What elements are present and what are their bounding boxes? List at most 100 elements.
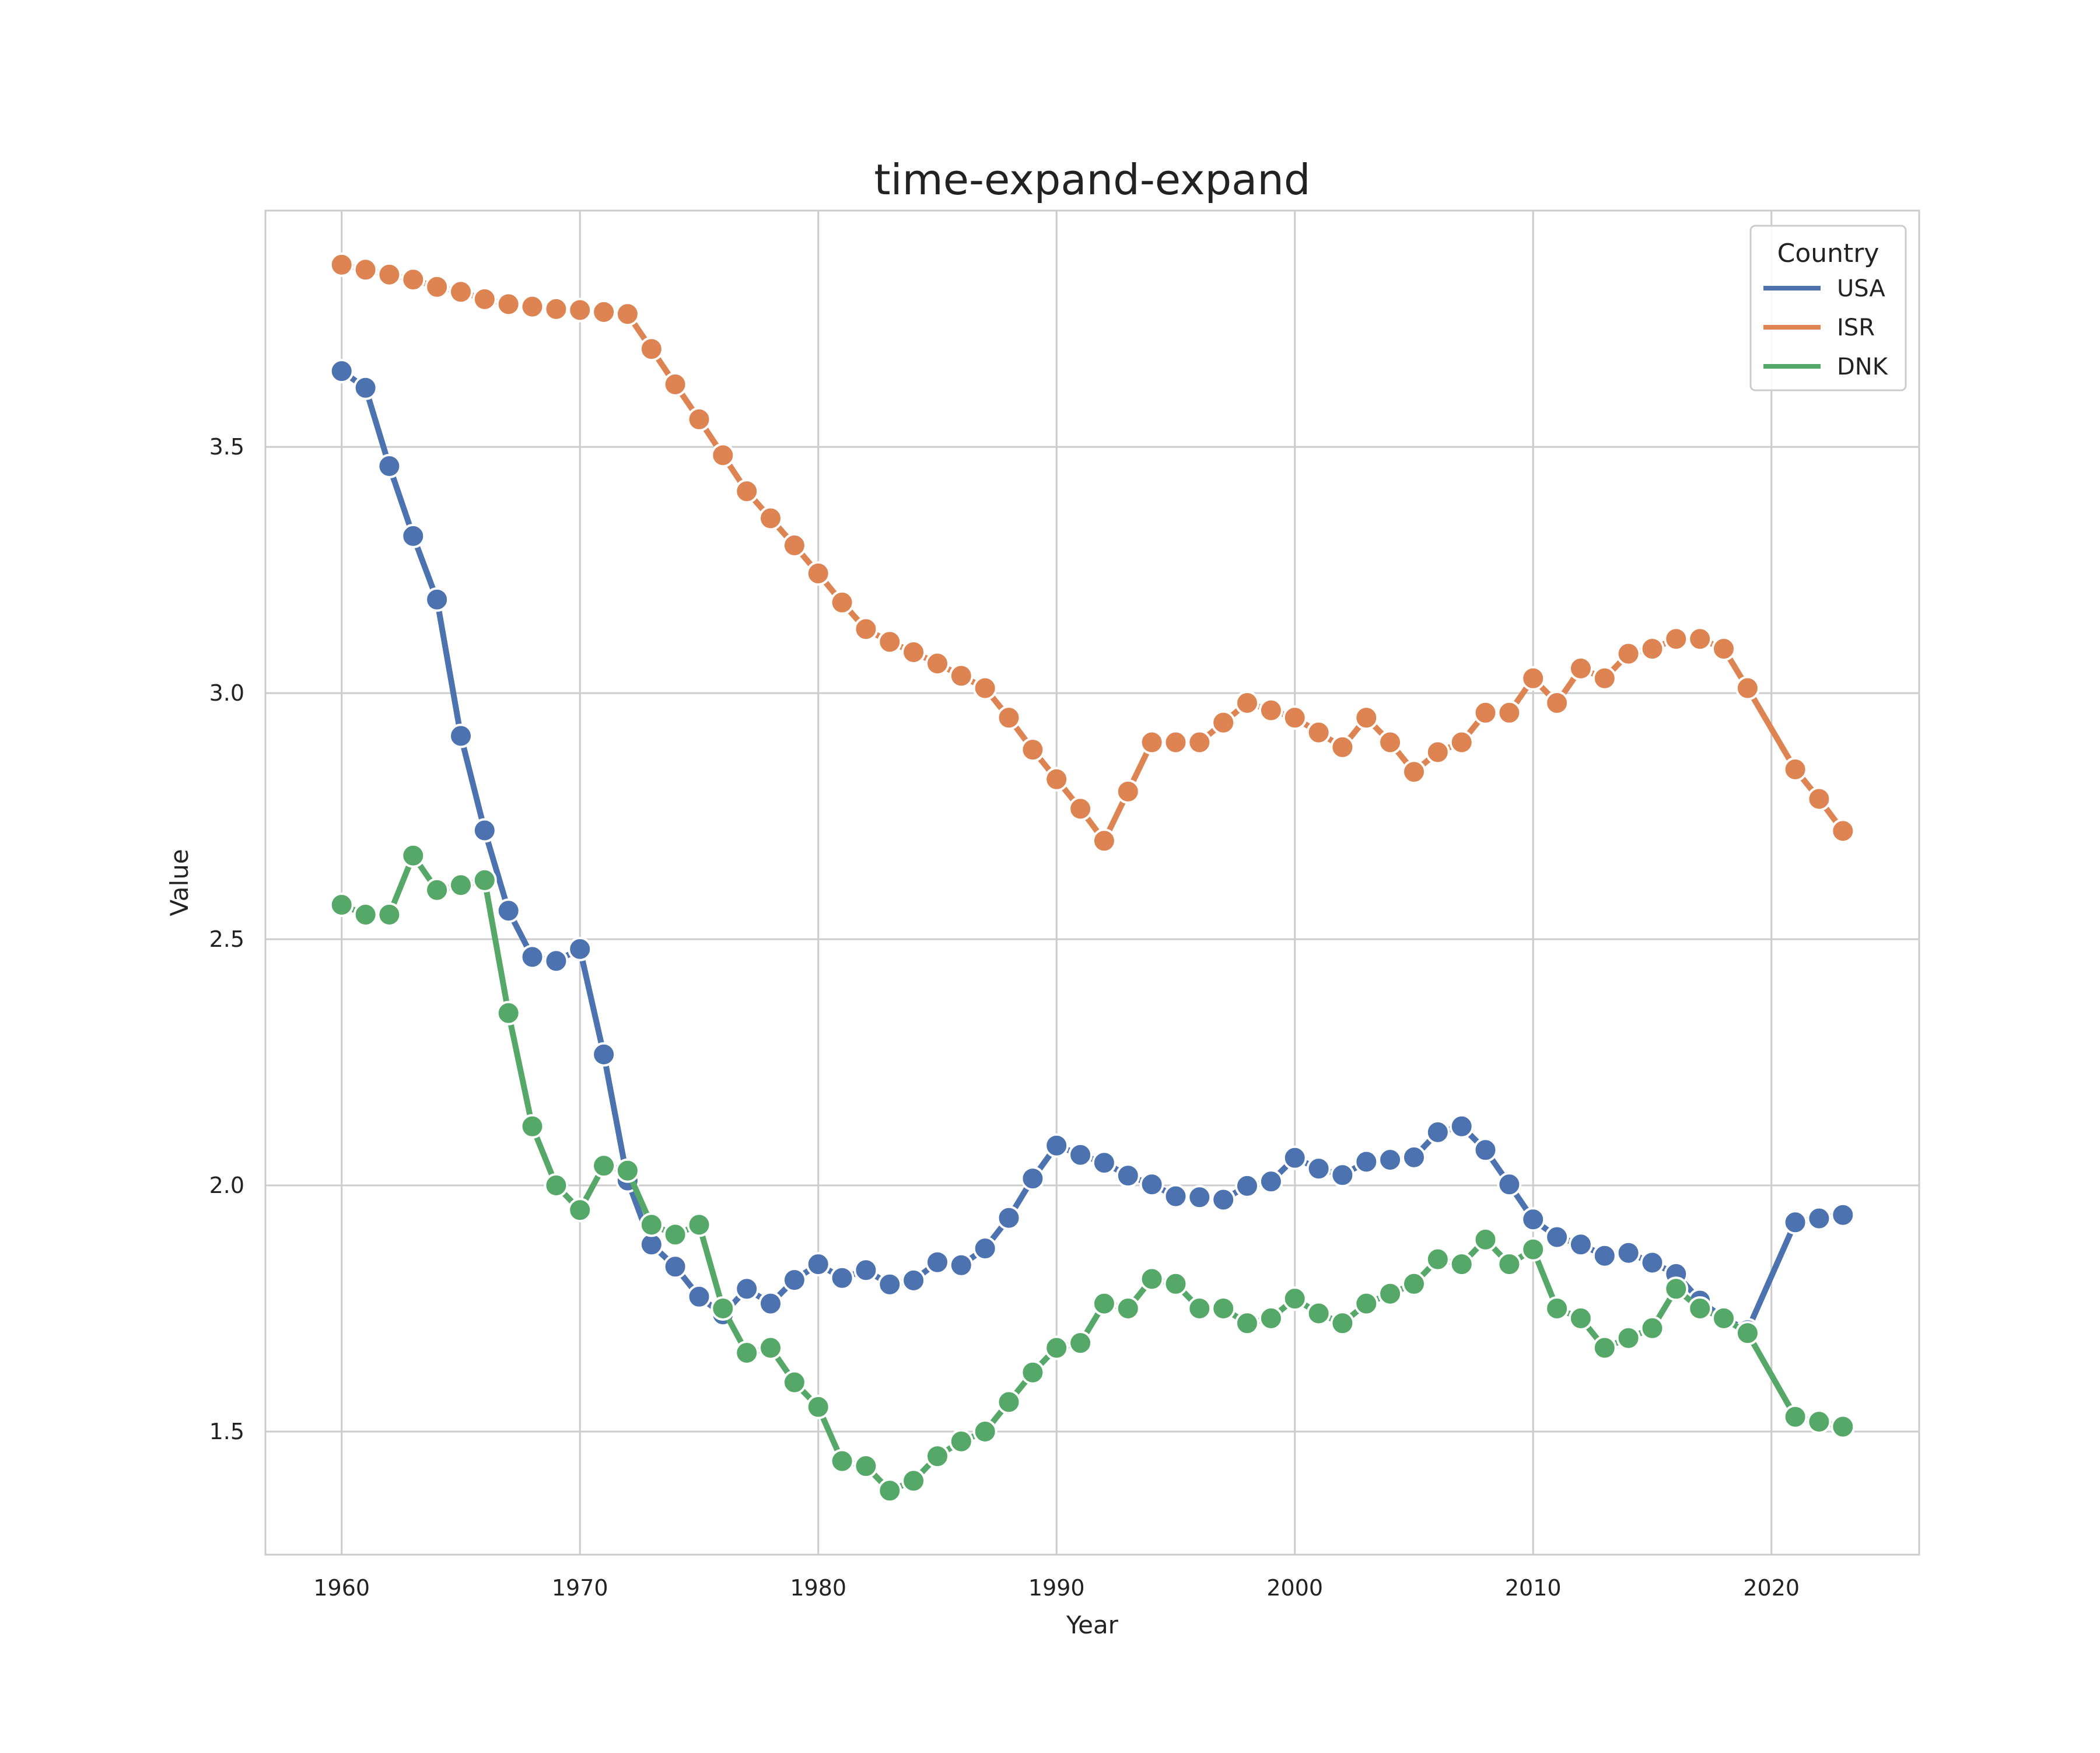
isr-data-point bbox=[1568, 656, 1593, 681]
dnk-data-point bbox=[1211, 1296, 1236, 1321]
dnk-data-point bbox=[758, 1335, 783, 1360]
usa-data-point bbox=[877, 1272, 902, 1297]
isr-data-point bbox=[925, 651, 950, 676]
usa-data-point bbox=[734, 1276, 760, 1301]
dnk-data-point bbox=[687, 1212, 712, 1237]
y-tick-label: 2.0 bbox=[209, 1173, 244, 1198]
usa-data-point bbox=[377, 454, 402, 478]
isr-data-point bbox=[1497, 700, 1522, 725]
usa-data-point bbox=[806, 1252, 831, 1277]
isr-data-point bbox=[734, 479, 760, 504]
isr-data-point bbox=[592, 299, 617, 324]
isr-data-point bbox=[949, 663, 974, 688]
usa-data-point bbox=[425, 587, 450, 612]
legend-entries: USA ISR DNK bbox=[1763, 275, 1889, 380]
isr-data-point bbox=[687, 407, 712, 432]
isr-data-point bbox=[758, 506, 783, 531]
usa-data-point bbox=[1044, 1133, 1069, 1158]
dnk-data-point bbox=[853, 1454, 878, 1479]
isr-data-point bbox=[1330, 734, 1355, 760]
dnk-data-point bbox=[1068, 1331, 1093, 1356]
dnk-data-point bbox=[1568, 1306, 1593, 1331]
usa-data-point bbox=[329, 359, 354, 384]
dnk-data-point bbox=[377, 902, 402, 927]
usa-data-point bbox=[1068, 1142, 1093, 1167]
usa-data-point bbox=[520, 944, 545, 970]
isr-data-point bbox=[544, 296, 569, 321]
dnk-data-point bbox=[1807, 1409, 1832, 1434]
dnk-data-point bbox=[1545, 1296, 1570, 1321]
isr-data-point bbox=[449, 279, 473, 305]
usa-data-point bbox=[1616, 1240, 1641, 1265]
plot-area-frame bbox=[264, 209, 1920, 1556]
chart-title: time-expand-expand bbox=[874, 155, 1310, 204]
isr-data-point bbox=[1044, 767, 1069, 792]
isr-data-point bbox=[1282, 705, 1307, 730]
isr-data-point bbox=[1640, 636, 1665, 662]
usa-data-point bbox=[925, 1250, 950, 1275]
isr-data-point bbox=[1449, 730, 1474, 755]
dnk-data-point bbox=[1330, 1311, 1355, 1336]
isr-data-point bbox=[1616, 641, 1641, 666]
dnk-data-point bbox=[1258, 1306, 1283, 1331]
usa-data-point bbox=[1139, 1172, 1164, 1197]
isr-data-point bbox=[1068, 796, 1093, 821]
usa-data-point bbox=[544, 949, 569, 974]
usa-data-point bbox=[1211, 1187, 1236, 1212]
usa-data-point bbox=[1282, 1145, 1307, 1170]
isr-data-point bbox=[972, 676, 998, 701]
isr-data-point bbox=[1592, 666, 1617, 691]
x-tick-label: 2020 bbox=[1743, 1575, 1800, 1601]
dnk-data-point bbox=[1592, 1335, 1617, 1360]
isr-data-point bbox=[353, 257, 378, 282]
x-tick-label: 1990 bbox=[1028, 1575, 1085, 1601]
dnk-data-point bbox=[1473, 1227, 1498, 1252]
usa-data-point bbox=[568, 936, 593, 961]
usa-data-point bbox=[853, 1258, 878, 1283]
y-tick-label: 1.5 bbox=[209, 1419, 244, 1444]
usa-data-point bbox=[996, 1205, 1021, 1230]
dnk-data-point bbox=[1139, 1266, 1164, 1292]
isr-data-point bbox=[639, 337, 664, 362]
series-layer bbox=[329, 252, 1856, 1503]
isr-data-point bbox=[1211, 710, 1236, 735]
dnk-data-point bbox=[1163, 1271, 1188, 1296]
isr-data-point bbox=[1187, 730, 1212, 755]
usa-data-point bbox=[1020, 1166, 1045, 1191]
series-dnk bbox=[329, 843, 1856, 1503]
usa-data-point bbox=[949, 1252, 974, 1278]
usa-data-point bbox=[1521, 1207, 1546, 1232]
dnk-data-point bbox=[1449, 1252, 1474, 1277]
y-tick-label: 2.5 bbox=[209, 926, 244, 952]
dnk-data-point bbox=[1282, 1286, 1307, 1311]
dnk-data-point bbox=[972, 1419, 998, 1444]
isr-data-point bbox=[1831, 818, 1856, 844]
usa-data-point bbox=[1354, 1149, 1379, 1174]
usa-data-point bbox=[1187, 1185, 1212, 1210]
isr-data-point bbox=[1020, 737, 1045, 762]
usa-data-point bbox=[1163, 1184, 1188, 1209]
isr-data-point bbox=[1091, 828, 1116, 853]
isr-data-point bbox=[996, 705, 1021, 730]
dnk-data-point bbox=[1521, 1237, 1546, 1262]
dnk-data-point bbox=[1640, 1315, 1665, 1341]
usa-data-point bbox=[472, 818, 497, 843]
dnk-data-point bbox=[1616, 1325, 1641, 1350]
usa-data-point bbox=[449, 723, 473, 748]
usa-data-point bbox=[1449, 1114, 1474, 1139]
x-tick-label: 1980 bbox=[790, 1575, 846, 1601]
dnk-data-point bbox=[496, 1000, 521, 1026]
legend-label-isr: ISR bbox=[1837, 314, 1875, 341]
usa-data-point bbox=[782, 1268, 807, 1293]
isr-data-point bbox=[1735, 676, 1760, 701]
dnk-data-point bbox=[782, 1370, 807, 1395]
usa-data-point bbox=[1378, 1147, 1403, 1173]
usa-data-point bbox=[1425, 1119, 1450, 1145]
isr-data-point bbox=[710, 443, 736, 468]
isr-data-point bbox=[1473, 700, 1498, 725]
usa-data-point bbox=[1568, 1232, 1593, 1257]
legend-label-usa: USA bbox=[1837, 275, 1885, 302]
dnk-data-point bbox=[1187, 1296, 1212, 1321]
usa-data-point bbox=[1807, 1206, 1832, 1231]
